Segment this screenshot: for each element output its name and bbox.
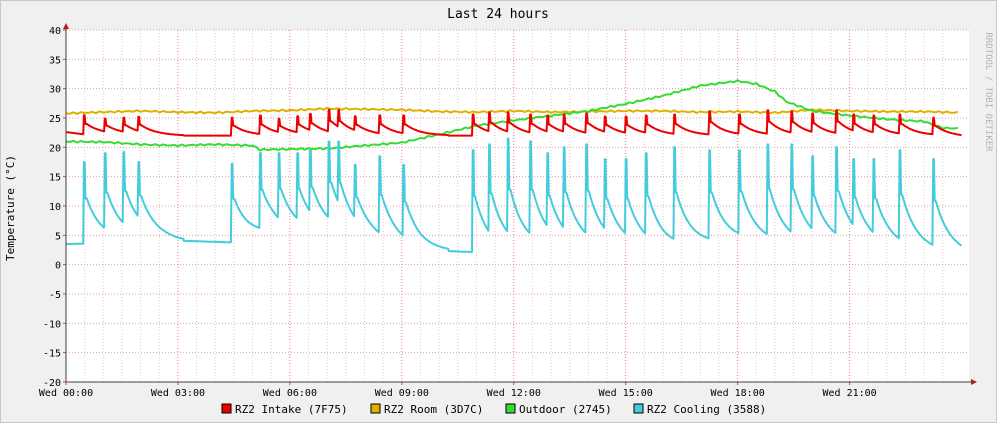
x-tick-label: Wed 18:00: [711, 388, 765, 399]
y-tick-label: 5: [55, 231, 61, 242]
legend-swatch: [505, 403, 516, 414]
y-tick-label: -20: [43, 378, 61, 389]
rrdtool-watermark: RRDTOOL / TOBI OETIKER: [983, 32, 993, 152]
y-tick-label: -10: [43, 319, 61, 330]
y-tick-label: -15: [43, 349, 61, 360]
axes: [63, 23, 977, 385]
x-tick-label: Wed 03:00: [151, 388, 205, 399]
series-line-rz2-cooling: [65, 137, 963, 253]
legend-label: RZ2 Intake (7F75): [235, 403, 348, 416]
x-tick-label: Wed 12:00: [487, 388, 541, 399]
y-tick-label: 25: [49, 114, 61, 125]
legend: RZ2 Intake (7F75) RZ2 Room (3D7C) Outdoor …: [221, 403, 766, 416]
series-layer: [65, 79, 963, 253]
y-tick-label: 15: [49, 173, 61, 184]
y-tick-label: 0: [55, 261, 61, 272]
chart-title: Last 24 hours: [447, 7, 549, 22]
y-tick-label: 30: [49, 85, 61, 96]
series-line-outdoor: [65, 79, 958, 152]
x-tick-label: Wed 00:00: [39, 388, 93, 399]
legend-label: Outdoor (2745): [519, 403, 612, 416]
legend-label: RZ2 Room (3D7C): [384, 403, 483, 416]
y-axis-label: Temperature (°C): [4, 155, 17, 261]
y-axis-arrow: [63, 23, 69, 29]
legend-swatch: [633, 403, 644, 414]
y-tick-label: 40: [49, 26, 61, 37]
x-axis-arrow: [971, 379, 977, 385]
y-tick-label: 20: [49, 143, 61, 154]
y-tick-label: -5: [49, 290, 61, 301]
x-tick-label: Wed 21:00: [823, 388, 877, 399]
legend-swatch: [370, 403, 381, 414]
legend-swatch: [221, 403, 232, 414]
x-tick-label: Wed 06:00: [263, 388, 317, 399]
legend-label: RZ2 Cooling (3588): [647, 403, 766, 416]
series-line-rz2-intake: [65, 108, 962, 137]
y-tick-label: 10: [49, 202, 61, 213]
x-tick-label: Wed 15:00: [599, 388, 653, 399]
y-tick-label: 35: [49, 55, 61, 66]
x-tick-label: Wed 09:00: [375, 388, 429, 399]
